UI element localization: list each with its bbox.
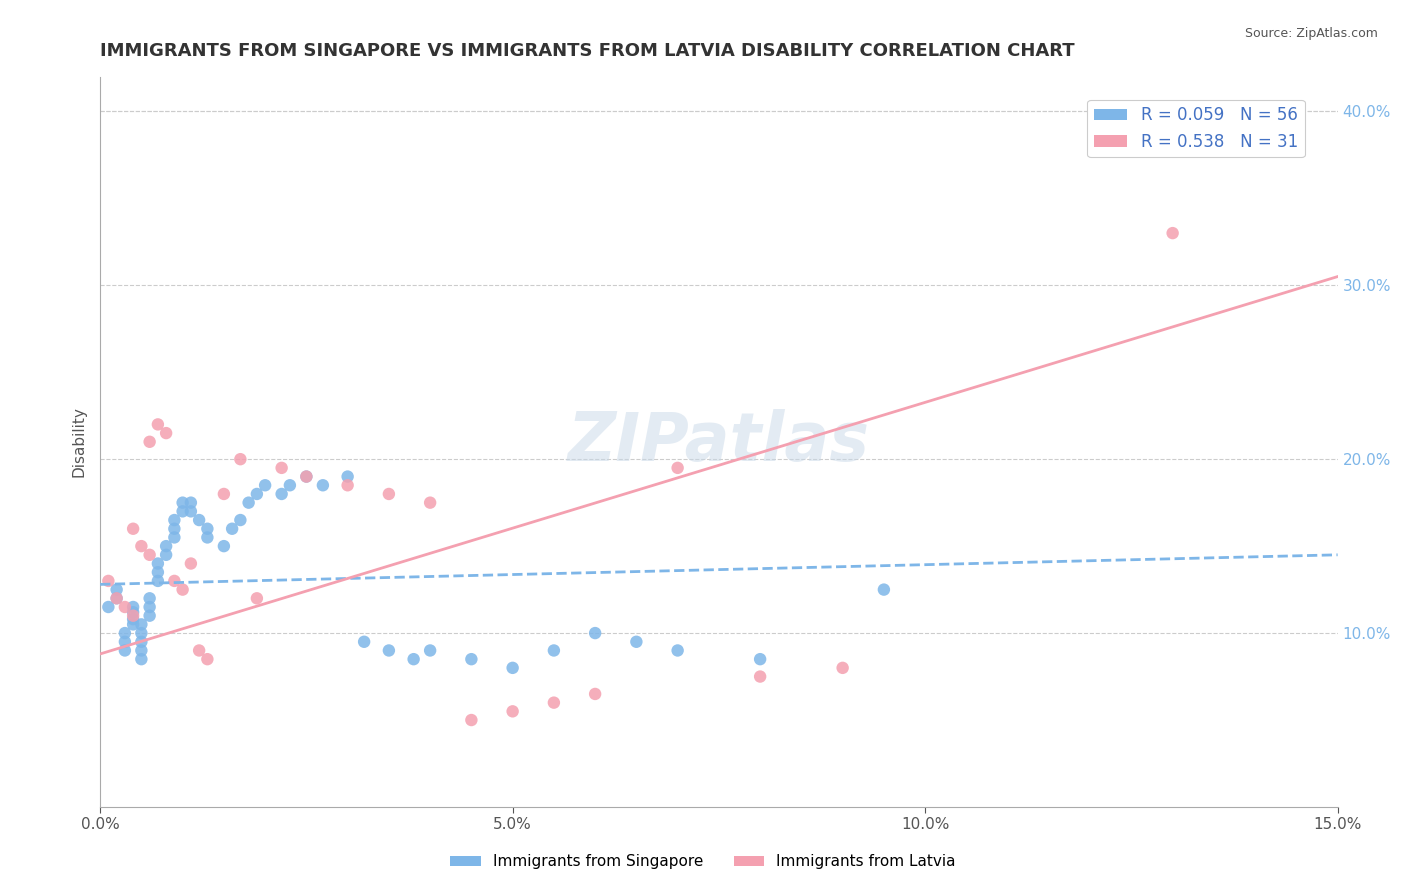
Point [138, 599, 160, 614]
Point [626, 634, 648, 648]
Point [105, 591, 128, 606]
Y-axis label: Disability: Disability [72, 407, 86, 477]
Point [583, 626, 606, 640]
Point [583, 687, 606, 701]
Point [246, 591, 269, 606]
Point [122, 522, 145, 536]
Point [419, 496, 441, 510]
Point [246, 487, 269, 501]
Point [114, 643, 136, 657]
Point [270, 487, 292, 501]
Text: IMMIGRANTS FROM SINGAPORE VS IMMIGRANTS FROM LATVIA DISABILITY CORRELATION CHART: IMMIGRANTS FROM SINGAPORE VS IMMIGRANTS … [100, 42, 1074, 60]
Point [831, 661, 853, 675]
Point [749, 652, 772, 666]
Legend: R = 0.059   N = 56, R = 0.538   N = 31: R = 0.059 N = 56, R = 0.538 N = 31 [1087, 100, 1305, 157]
Point [105, 591, 128, 606]
Point [229, 513, 252, 527]
Point [131, 643, 153, 657]
Point [1161, 226, 1184, 240]
Point [138, 608, 160, 623]
Point [312, 478, 335, 492]
Point [172, 582, 194, 597]
Point [460, 713, 482, 727]
Point [155, 539, 177, 553]
Point [138, 548, 160, 562]
Point [138, 591, 160, 606]
Point [114, 599, 136, 614]
Point [666, 643, 689, 657]
Text: Source: ZipAtlas.com: Source: ZipAtlas.com [1244, 27, 1378, 40]
Point [105, 582, 128, 597]
Point [353, 634, 375, 648]
Point [180, 496, 202, 510]
Point [163, 513, 186, 527]
Point [254, 478, 277, 492]
Point [146, 557, 169, 571]
Point [212, 487, 235, 501]
Point [336, 478, 359, 492]
Point [278, 478, 301, 492]
Point [163, 574, 186, 588]
Point [131, 634, 153, 648]
Point [172, 496, 194, 510]
Point [122, 612, 145, 626]
Point [212, 539, 235, 553]
Point [122, 617, 145, 632]
Point [666, 461, 689, 475]
Point [163, 531, 186, 545]
Point [543, 643, 565, 657]
Point [195, 522, 218, 536]
Point [295, 469, 318, 483]
Point [122, 608, 145, 623]
Point [122, 605, 145, 619]
Text: ZIPatlas: ZIPatlas [568, 409, 870, 475]
Point [97, 599, 120, 614]
Point [155, 426, 177, 441]
Point [146, 574, 169, 588]
Point [378, 643, 401, 657]
Point [138, 434, 160, 449]
Point [502, 704, 524, 718]
Point [402, 652, 425, 666]
Point [295, 469, 318, 483]
Point [873, 582, 896, 597]
Point [163, 522, 186, 536]
Point [238, 496, 260, 510]
Point [195, 652, 218, 666]
Point [270, 461, 292, 475]
Point [146, 565, 169, 579]
Point [131, 617, 153, 632]
Point [172, 504, 194, 518]
Point [155, 548, 177, 562]
Point [122, 599, 145, 614]
Point [114, 626, 136, 640]
Point [188, 513, 211, 527]
Point [229, 452, 252, 467]
Point [749, 669, 772, 683]
Point [502, 661, 524, 675]
Point [378, 487, 401, 501]
Point [131, 652, 153, 666]
Point [336, 469, 359, 483]
Point [460, 652, 482, 666]
Point [195, 531, 218, 545]
Point [188, 643, 211, 657]
Point [131, 539, 153, 553]
Point [180, 504, 202, 518]
Point [221, 522, 243, 536]
Point [543, 696, 565, 710]
Point [180, 557, 202, 571]
Point [114, 634, 136, 648]
Point [146, 417, 169, 432]
Point [131, 626, 153, 640]
Legend: Immigrants from Singapore, Immigrants from Latvia: Immigrants from Singapore, Immigrants fr… [444, 848, 962, 875]
Point [419, 643, 441, 657]
Point [97, 574, 120, 588]
